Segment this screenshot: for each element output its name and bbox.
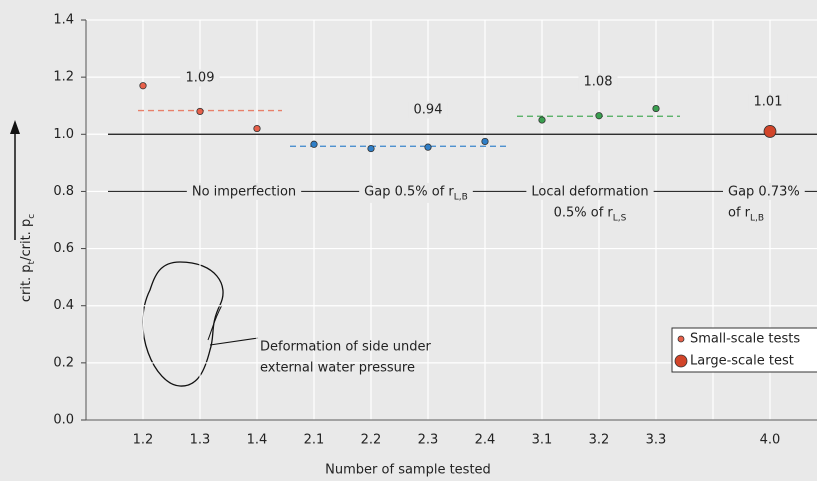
group-label-part: L,S [613, 213, 627, 223]
y-axis-label-part: c [27, 214, 37, 219]
callout-leader [209, 337, 259, 346]
y-tick-label: 0.4 [53, 298, 74, 313]
group-label-part: No imperfection [192, 184, 296, 199]
group-label-bg [186, 182, 302, 200]
legend-label: Small-scale tests [690, 332, 800, 347]
y-tick-label: 0.0 [53, 413, 74, 428]
deformation-detail [207, 304, 223, 341]
group-label-bg [359, 182, 473, 203]
data-point [538, 116, 546, 124]
y-axis-label-part: t [27, 260, 37, 264]
group-label-part: L,B [750, 213, 764, 223]
data-point [652, 104, 660, 113]
y-tick-label: 0.8 [53, 184, 74, 199]
data-point [481, 137, 489, 146]
group-annotation: 1.09 [186, 71, 215, 86]
annotation-bg [408, 101, 448, 119]
group-label-bg [526, 182, 654, 200]
x-tick-label: 3.2 [589, 433, 610, 448]
group-label: Gap 0.5% of rL,B [364, 184, 468, 202]
group-label: 0.5% of rL,S [554, 205, 627, 223]
y-axis-label: crit. pt/crit. pc [19, 214, 37, 302]
group-label: of rL,B [728, 205, 764, 223]
group-label-part: L,B [454, 192, 468, 202]
group-label-part: of r [728, 205, 751, 220]
x-tick-label: 2.1 [304, 433, 325, 448]
x-tick-label: 2.3 [418, 433, 439, 448]
x-tick-label: 4.0 [760, 433, 781, 448]
x-tick-label: 1.2 [133, 433, 154, 448]
y-tick-label: 0.6 [53, 241, 74, 256]
annotation-bg [748, 93, 788, 111]
annotation-bg [180, 69, 220, 87]
x-axis-label: Number of sample tested [325, 463, 491, 478]
group-label-part: 0.5% of r [554, 205, 614, 220]
y-axis-label-part: /crit. p [19, 219, 34, 261]
group-annotation: 1.08 [584, 75, 613, 90]
group-annotation: 0.94 [414, 103, 443, 118]
group-label-part: Gap 0.73% [728, 184, 800, 199]
y-tick-label: 1.0 [53, 127, 74, 142]
data-point [139, 82, 147, 90]
legend-marker [677, 335, 685, 343]
y-axis-label-part: crit. p [19, 264, 34, 302]
x-tick-label: 3.3 [646, 433, 667, 448]
data-point [367, 144, 375, 153]
legend-marker [674, 354, 688, 368]
y-tick-label: 1.4 [53, 13, 74, 28]
data-point [763, 125, 777, 138]
x-tick-label: 1.4 [247, 433, 268, 448]
y-arrow-head [10, 120, 20, 134]
group-label: Local deformation [531, 184, 648, 199]
group-label: No imperfection [192, 184, 296, 199]
x-tick-label: 2.4 [475, 433, 496, 448]
data-point [253, 124, 261, 133]
data-point [310, 140, 318, 148]
callout-text: Deformation of side under [260, 340, 431, 355]
x-tick-label: 2.2 [361, 433, 382, 448]
y-tick-label: 1.2 [53, 70, 74, 85]
y-tick-label: 0.2 [53, 355, 74, 370]
group-label-bg [723, 182, 805, 200]
data-point [196, 107, 204, 116]
deformation-shape [142, 261, 224, 387]
group-label-part: Gap 0.5% of r [364, 184, 454, 199]
data-point [424, 143, 432, 151]
legend-label: Large-scale test [690, 354, 794, 369]
group-label: Gap 0.73% [728, 184, 800, 199]
x-tick-label: 3.1 [532, 433, 553, 448]
data-point [595, 112, 603, 120]
group-label-part: Local deformation [531, 184, 648, 199]
x-tick-label: 1.3 [190, 433, 211, 448]
group-annotation: 1.01 [754, 95, 783, 110]
legend-box [671, 327, 817, 373]
annotation-bg [578, 73, 618, 91]
callout-text: external water pressure [260, 361, 415, 376]
